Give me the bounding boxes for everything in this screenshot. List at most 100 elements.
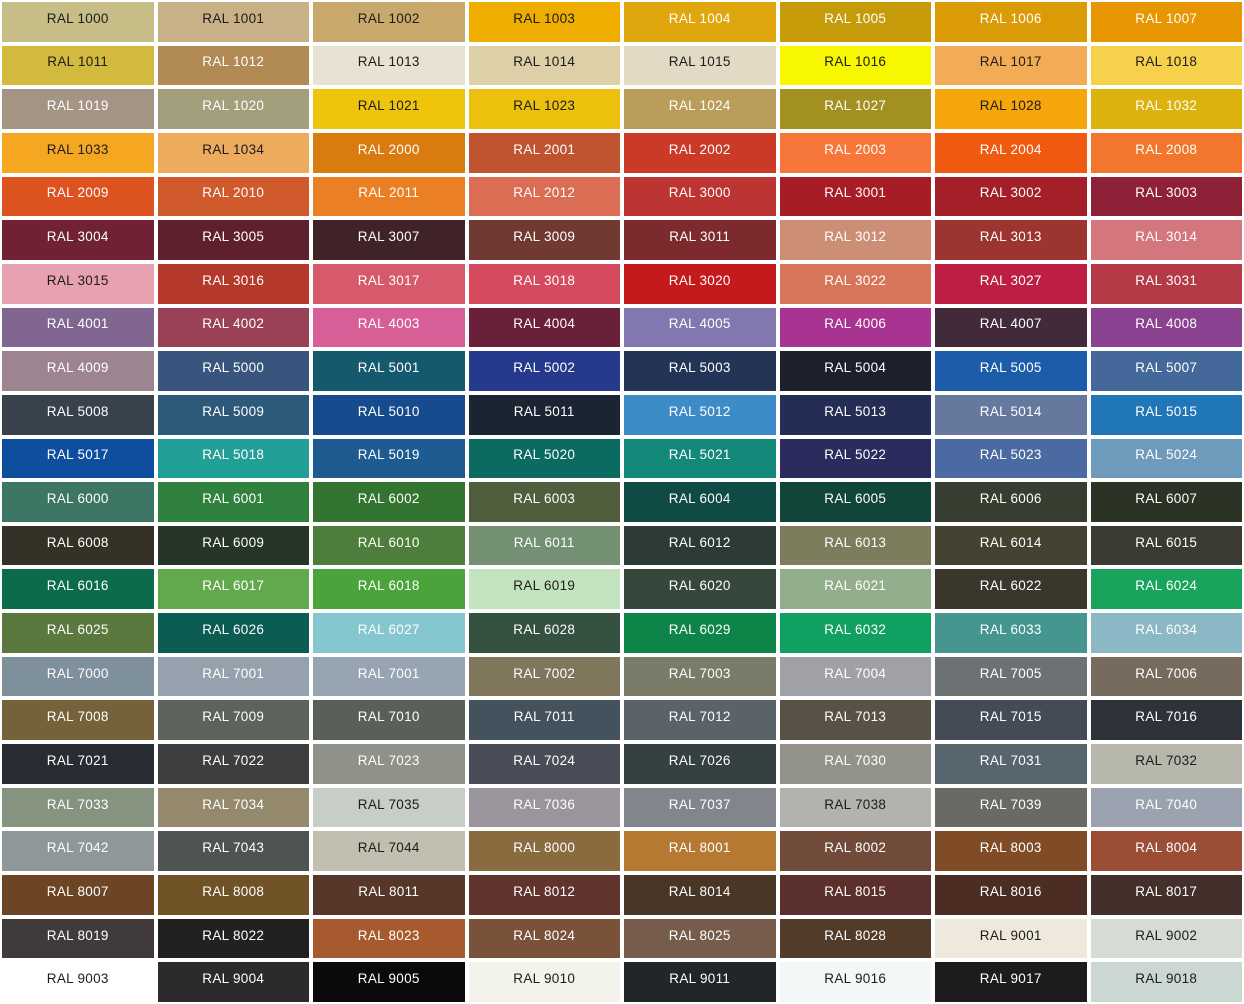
swatch-ral-9018[interactable]: RAL 9018 <box>1090 962 1242 1002</box>
swatch-ral-2009[interactable]: RAL 2009 <box>2 176 154 217</box>
swatch-ral-8014[interactable]: RAL 8014 <box>624 875 776 915</box>
swatch-ral-1020[interactable]: RAL 1020 <box>157 89 309 129</box>
swatch-ral-7030[interactable]: RAL 7030 <box>779 744 931 784</box>
swatch-ral-3027[interactable]: RAL 3027 <box>935 263 1087 304</box>
swatch-ral-6022[interactable]: RAL 6022 <box>935 569 1087 610</box>
swatch-ral-5015[interactable]: RAL 5015 <box>1090 394 1242 435</box>
swatch-ral-7016[interactable]: RAL 7016 <box>1090 700 1242 741</box>
swatch-ral-8011[interactable]: RAL 8011 <box>313 875 465 915</box>
swatch-ral-5000[interactable]: RAL 5000 <box>157 351 309 391</box>
swatch-ral-5018[interactable]: RAL 5018 <box>157 438 309 479</box>
swatch-ral-6009[interactable]: RAL 6009 <box>157 525 309 566</box>
swatch-ral-1016[interactable]: RAL 1016 <box>779 45 931 86</box>
swatch-ral-1006[interactable]: RAL 1006 <box>935 2 1087 42</box>
swatch-ral-2010[interactable]: RAL 2010 <box>157 176 309 217</box>
swatch-ral-1003[interactable]: RAL 1003 <box>468 2 620 42</box>
swatch-ral-2001[interactable]: RAL 2001 <box>468 132 620 173</box>
swatch-ral-1017[interactable]: RAL 1017 <box>935 45 1087 86</box>
swatch-ral-9003[interactable]: RAL 9003 <box>2 962 154 1002</box>
swatch-ral-6007[interactable]: RAL 6007 <box>1090 482 1242 522</box>
swatch-ral-7021[interactable]: RAL 7021 <box>2 744 154 784</box>
swatch-ral-9005[interactable]: RAL 9005 <box>313 962 465 1002</box>
swatch-ral-8000[interactable]: RAL 8000 <box>468 831 620 872</box>
swatch-ral-1013[interactable]: RAL 1013 <box>313 45 465 86</box>
swatch-ral-7032[interactable]: RAL 7032 <box>1090 744 1242 784</box>
swatch-ral-5002[interactable]: RAL 5002 <box>468 351 620 391</box>
swatch-ral-8019[interactable]: RAL 8019 <box>2 918 154 959</box>
swatch-ral-5017[interactable]: RAL 5017 <box>2 438 154 479</box>
swatch-ral-5007[interactable]: RAL 5007 <box>1090 351 1242 391</box>
swatch-ral-2002[interactable]: RAL 2002 <box>624 132 776 173</box>
swatch-ral-1000[interactable]: RAL 1000 <box>2 2 154 42</box>
swatch-ral-4003[interactable]: RAL 4003 <box>313 307 465 348</box>
swatch-ral-5003[interactable]: RAL 5003 <box>624 351 776 391</box>
swatch-ral-6005[interactable]: RAL 6005 <box>779 482 931 522</box>
swatch-ral-7013[interactable]: RAL 7013 <box>779 700 931 741</box>
swatch-ral-9010[interactable]: RAL 9010 <box>468 962 620 1002</box>
swatch-ral-6032[interactable]: RAL 6032 <box>779 613 931 653</box>
swatch-ral-6010[interactable]: RAL 6010 <box>313 525 465 566</box>
swatch-ral-5023[interactable]: RAL 5023 <box>935 438 1087 479</box>
swatch-ral-2011[interactable]: RAL 2011 <box>313 176 465 217</box>
swatch-ral-5012[interactable]: RAL 5012 <box>624 394 776 435</box>
swatch-ral-7031[interactable]: RAL 7031 <box>935 744 1087 784</box>
swatch-ral-6016[interactable]: RAL 6016 <box>2 569 154 610</box>
swatch-ral-7005[interactable]: RAL 7005 <box>935 656 1087 697</box>
swatch-ral-4006[interactable]: RAL 4006 <box>779 307 931 348</box>
swatch-ral-7000[interactable]: RAL 7000 <box>2 656 154 697</box>
swatch-ral-3020[interactable]: RAL 3020 <box>624 263 776 304</box>
swatch-ral-3013[interactable]: RAL 3013 <box>935 220 1087 260</box>
swatch-ral-7034[interactable]: RAL 7034 <box>157 787 309 828</box>
swatch-ral-8028[interactable]: RAL 8028 <box>779 918 931 959</box>
swatch-ral-5020[interactable]: RAL 5020 <box>468 438 620 479</box>
swatch-ral-1011[interactable]: RAL 1011 <box>2 45 154 86</box>
swatch-ral-9017[interactable]: RAL 9017 <box>935 962 1087 1002</box>
swatch-ral-3031[interactable]: RAL 3031 <box>1090 263 1242 304</box>
swatch-ral-3009[interactable]: RAL 3009 <box>468 220 620 260</box>
swatch-ral-6027[interactable]: RAL 6027 <box>313 613 465 653</box>
swatch-ral-3001[interactable]: RAL 3001 <box>779 176 931 217</box>
swatch-ral-7006[interactable]: RAL 7006 <box>1090 656 1242 697</box>
swatch-ral-8022[interactable]: RAL 8022 <box>157 918 309 959</box>
swatch-ral-1018[interactable]: RAL 1018 <box>1090 45 1242 86</box>
swatch-ral-1019[interactable]: RAL 1019 <box>2 89 154 129</box>
swatch-ral-7023[interactable]: RAL 7023 <box>313 744 465 784</box>
swatch-ral-6001[interactable]: RAL 6001 <box>157 482 309 522</box>
swatch-ral-3002[interactable]: RAL 3002 <box>935 176 1087 217</box>
swatch-ral-9001[interactable]: RAL 9001 <box>935 918 1087 959</box>
swatch-ral-4008[interactable]: RAL 4008 <box>1090 307 1242 348</box>
swatch-ral-1014[interactable]: RAL 1014 <box>468 45 620 86</box>
swatch-ral-6013[interactable]: RAL 6013 <box>779 525 931 566</box>
swatch-ral-3003[interactable]: RAL 3003 <box>1090 176 1242 217</box>
swatch-ral-5010[interactable]: RAL 5010 <box>313 394 465 435</box>
swatch-ral-8015[interactable]: RAL 8015 <box>779 875 931 915</box>
swatch-ral-7009[interactable]: RAL 7009 <box>157 700 309 741</box>
swatch-ral-8001[interactable]: RAL 8001 <box>624 831 776 872</box>
swatch-ral-9011[interactable]: RAL 9011 <box>624 962 776 1002</box>
swatch-ral-1002[interactable]: RAL 1002 <box>313 2 465 42</box>
swatch-ral-1005[interactable]: RAL 1005 <box>779 2 931 42</box>
swatch-ral-4005[interactable]: RAL 4005 <box>624 307 776 348</box>
swatch-ral-7008[interactable]: RAL 7008 <box>2 700 154 741</box>
swatch-ral-8012[interactable]: RAL 8012 <box>468 875 620 915</box>
swatch-ral-1015[interactable]: RAL 1015 <box>624 45 776 86</box>
swatch-ral-3014[interactable]: RAL 3014 <box>1090 220 1242 260</box>
swatch-ral-7039[interactable]: RAL 7039 <box>935 787 1087 828</box>
swatch-ral-6006[interactable]: RAL 6006 <box>935 482 1087 522</box>
swatch-ral-8017[interactable]: RAL 8017 <box>1090 875 1242 915</box>
swatch-ral-6000[interactable]: RAL 6000 <box>2 482 154 522</box>
swatch-ral-8008[interactable]: RAL 8008 <box>157 875 309 915</box>
swatch-ral-6011[interactable]: RAL 6011 <box>468 525 620 566</box>
swatch-ral-7044[interactable]: RAL 7044 <box>313 831 465 872</box>
swatch-ral-3004[interactable]: RAL 3004 <box>2 220 154 260</box>
swatch-ral-5013[interactable]: RAL 5013 <box>779 394 931 435</box>
swatch-ral-6029[interactable]: RAL 6029 <box>624 613 776 653</box>
swatch-ral-7026[interactable]: RAL 7026 <box>624 744 776 784</box>
swatch-ral-1004[interactable]: RAL 1004 <box>624 2 776 42</box>
swatch-ral-7003[interactable]: RAL 7003 <box>624 656 776 697</box>
swatch-ral-7038[interactable]: RAL 7038 <box>779 787 931 828</box>
swatch-ral-6018[interactable]: RAL 6018 <box>313 569 465 610</box>
swatch-ral-2004[interactable]: RAL 2004 <box>935 132 1087 173</box>
swatch-ral-1023[interactable]: RAL 1023 <box>468 89 620 129</box>
swatch-ral-7010[interactable]: RAL 7010 <box>313 700 465 741</box>
